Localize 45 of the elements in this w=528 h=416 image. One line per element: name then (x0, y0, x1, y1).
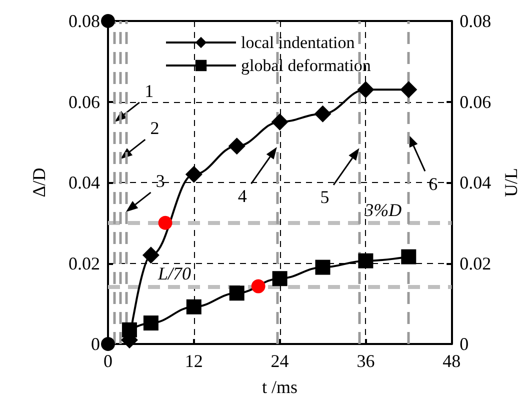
point (251, 279, 266, 294)
y-tick-label: 0.06 (68, 92, 100, 112)
legend-label: local indentation (241, 33, 356, 52)
y2-tick-label: 0 (460, 334, 469, 354)
annotation: 5 (320, 187, 330, 208)
point (401, 249, 416, 264)
point (158, 216, 172, 230)
point (315, 260, 330, 275)
point (272, 271, 288, 286)
point (229, 286, 244, 301)
point (143, 316, 158, 331)
x-tick-label: 48 (442, 351, 461, 371)
y-tick-label: 0.08 (68, 11, 100, 31)
y-axis-title: Δ/D (29, 168, 49, 198)
y2-axis-title: U/L (501, 168, 521, 197)
annotation: 2 (150, 118, 160, 138)
point (314, 105, 332, 122)
point (357, 81, 374, 98)
x-tick-label: 24 (270, 351, 289, 371)
point (400, 81, 418, 98)
annotation: 3 (156, 170, 165, 191)
point (228, 138, 246, 155)
x-tick-label: 0 (104, 351, 112, 371)
point (122, 322, 137, 338)
x-tick-label: 36 (356, 351, 375, 371)
y-tick-label: 0 (91, 334, 100, 354)
y2-tick-label: 0.02 (460, 253, 492, 274)
point (186, 299, 202, 314)
x-axis-title: t /ms (262, 377, 298, 397)
x-tick-label: 12 (184, 351, 203, 371)
legend-label: global deformation (241, 56, 372, 75)
point (142, 246, 160, 264)
annotation: 4 (238, 186, 247, 206)
point (271, 113, 288, 130)
y2-tick-label: 0.06 (460, 92, 492, 112)
y2-tick-label: 0.08 (460, 11, 492, 31)
annotation: 6 (428, 174, 438, 194)
ref-line-label: 3%D (364, 200, 402, 220)
annotation: 1 (144, 80, 154, 101)
y-tick-label: 0.02 (68, 253, 100, 274)
y-tick-label: 0.04 (68, 172, 100, 192)
point (185, 166, 202, 183)
ref-line-label: L/70 (157, 263, 192, 284)
point (358, 253, 374, 268)
y2-tick-label: 0.04 (460, 172, 492, 192)
